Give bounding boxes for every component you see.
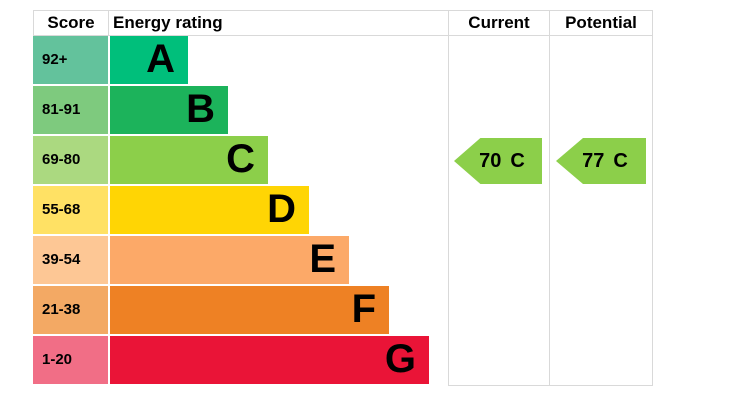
current-rating-arrow: 70 C — [454, 138, 542, 184]
band-row-b: 81-91 B — [33, 86, 449, 134]
rating-bar-e: E — [110, 236, 349, 284]
current-rating-value: 70 — [479, 149, 502, 172]
rating-letter-f: F — [351, 287, 376, 331]
score-range-g: 1-20 — [33, 336, 108, 384]
band-row-c: 69-80 C — [33, 136, 449, 184]
score-range-b: 81-91 — [33, 86, 108, 134]
band-row-g: 1-20 G — [33, 336, 449, 384]
score-range-e: 39-54 — [33, 236, 108, 284]
score-range-c: 69-80 — [33, 136, 108, 184]
score-range-a: 92+ — [33, 36, 108, 84]
band-row-d: 55-68 D — [33, 186, 449, 234]
band-row-f: 21-38 F — [33, 286, 449, 334]
score-range-f: 21-38 — [33, 286, 108, 334]
rating-letter-d: D — [267, 187, 296, 231]
potential-rating-letter: C — [613, 149, 628, 172]
current-rating-letter: C — [510, 149, 525, 172]
rating-bar-g: G — [110, 336, 429, 384]
header-score: Score — [33, 10, 109, 36]
header-potential: Potential — [549, 10, 653, 36]
band-row-a: 92+ A — [33, 36, 449, 84]
rating-bar-b: B — [110, 86, 228, 134]
rating-bar-f: F — [110, 286, 389, 334]
potential-rating-value: 77 — [582, 149, 605, 172]
epc-energy-rating-chart: Score Energy rating Current Potential 92… — [33, 10, 653, 386]
rating-bar-a: A — [110, 36, 188, 84]
rating-letter-e: E — [309, 237, 336, 281]
header-energy-rating: Energy rating — [108, 10, 449, 36]
rating-bar-c: C — [110, 136, 268, 184]
rating-letter-c: C — [226, 137, 255, 181]
score-range-d: 55-68 — [33, 186, 108, 234]
potential-column: 77 C — [549, 36, 653, 386]
current-column: 70 C — [448, 36, 550, 386]
rating-letter-b: B — [186, 87, 215, 131]
potential-rating-arrow: 77 C — [556, 138, 646, 184]
rating-bar-d: D — [110, 186, 309, 234]
rating-letter-g: G — [384, 337, 416, 381]
band-row-e: 39-54 E — [33, 236, 449, 284]
rating-letter-a: A — [146, 37, 175, 81]
header-current: Current — [448, 10, 550, 36]
